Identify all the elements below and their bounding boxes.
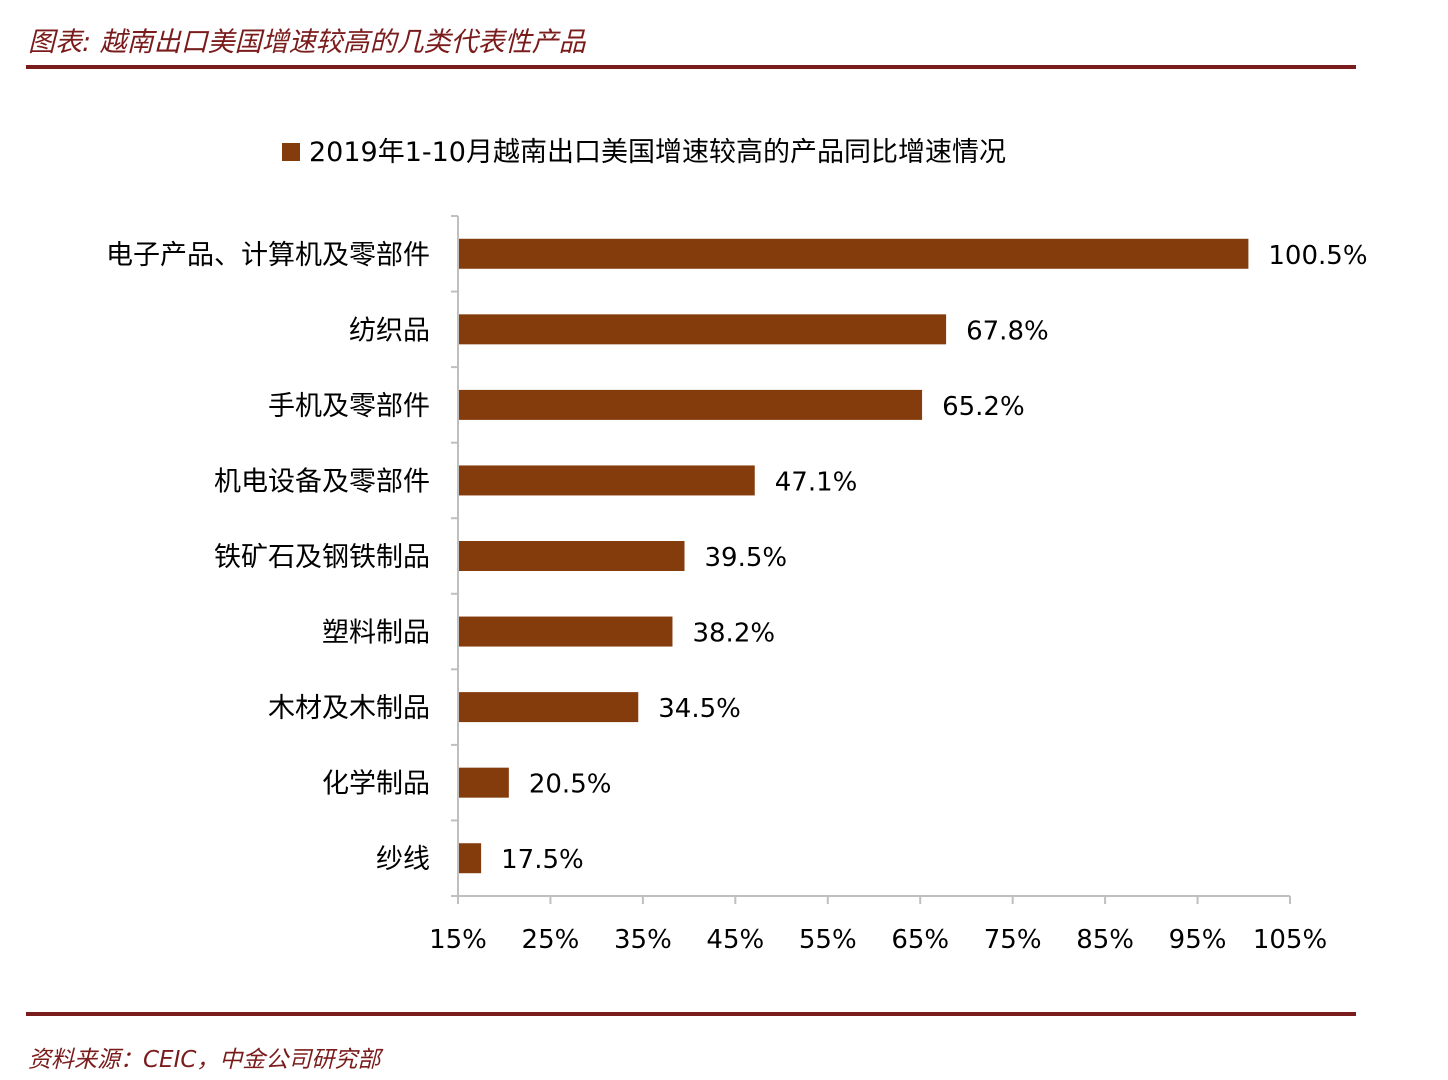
data-label: 17.5% [501, 845, 584, 875]
bar [459, 238, 1249, 269]
bar [459, 465, 755, 496]
x-tick-label: 105% [1253, 925, 1327, 955]
bottom-rule [26, 1012, 1356, 1016]
data-label: 20.5% [529, 770, 612, 800]
data-label: 47.1% [775, 467, 858, 497]
chart-legend: 2019年1-10月越南出口美国增速较高的产品同比增速情况 [282, 137, 1006, 168]
x-tick-label: 15% [429, 925, 487, 955]
value-labels: 100.5% 67.8% 65.2% 47.1% 39.5% 38.2% 34.5% 20.5… [501, 241, 1367, 875]
data-label: 67.8% [966, 316, 1049, 346]
bar [459, 541, 685, 571]
bar [459, 692, 639, 723]
legend-label: 2019年1-10月越南出口美国增速较高的产品同比增速情况 [309, 137, 1006, 168]
category-labels: 电子产品、计算机及零部件纺织品手机及零部件机电设备及零部件铁矿石及钢铁制品塑料制… [106, 240, 430, 875]
x-tick-label: 75% [984, 925, 1042, 955]
x-tick-label: 65% [891, 925, 949, 955]
data-label: 34.5% [658, 694, 741, 724]
chart-axes [451, 215, 1291, 904]
bar [459, 314, 947, 345]
bar [459, 389, 923, 420]
data-label: 65.2% [942, 392, 1025, 422]
x-tick-labels: 15% 25% 35% 45% 55% 65% 75% 85% 95% 105% [429, 925, 1327, 955]
x-tick-label: 25% [522, 925, 580, 955]
figure-title: 图表: 越南出口美国增速较高的几类代表性产品 [28, 27, 586, 58]
data-label: 38.2% [692, 619, 775, 649]
category-label: 木材及木制品 [268, 693, 430, 724]
category-label: 纱线 [376, 844, 430, 875]
bar [459, 616, 673, 647]
x-tick-label: 85% [1076, 925, 1134, 955]
category-label: 塑料制品 [322, 618, 430, 649]
category-label: 铁矿石及钢铁制品 [214, 542, 430, 573]
category-label: 纺织品 [349, 315, 430, 346]
top-rule [26, 65, 1356, 69]
legend-swatch [282, 143, 300, 161]
category-label: 化学制品 [322, 769, 430, 800]
source-note: 资料来源：CEIC，中金公司研究部 [28, 1047, 381, 1073]
data-label: 100.5% [1268, 241, 1367, 271]
x-tick-label: 95% [1169, 925, 1227, 955]
x-tick-label: 45% [706, 925, 764, 955]
chart-bars [459, 238, 1249, 874]
data-label: 39.5% [704, 543, 787, 573]
x-tick-label: 55% [799, 925, 857, 955]
category-label: 手机及零部件 [268, 391, 430, 422]
category-label: 电子产品、计算机及零部件 [106, 240, 430, 271]
category-label: 机电设备及零部件 [214, 466, 430, 497]
bar-chart: 2019年1-10月越南出口美国增速较高的产品同比增速情况 电子产品、计算机及零… [106, 137, 1368, 955]
x-tick-label: 35% [614, 925, 672, 955]
bar [459, 843, 482, 874]
bar [459, 767, 509, 798]
